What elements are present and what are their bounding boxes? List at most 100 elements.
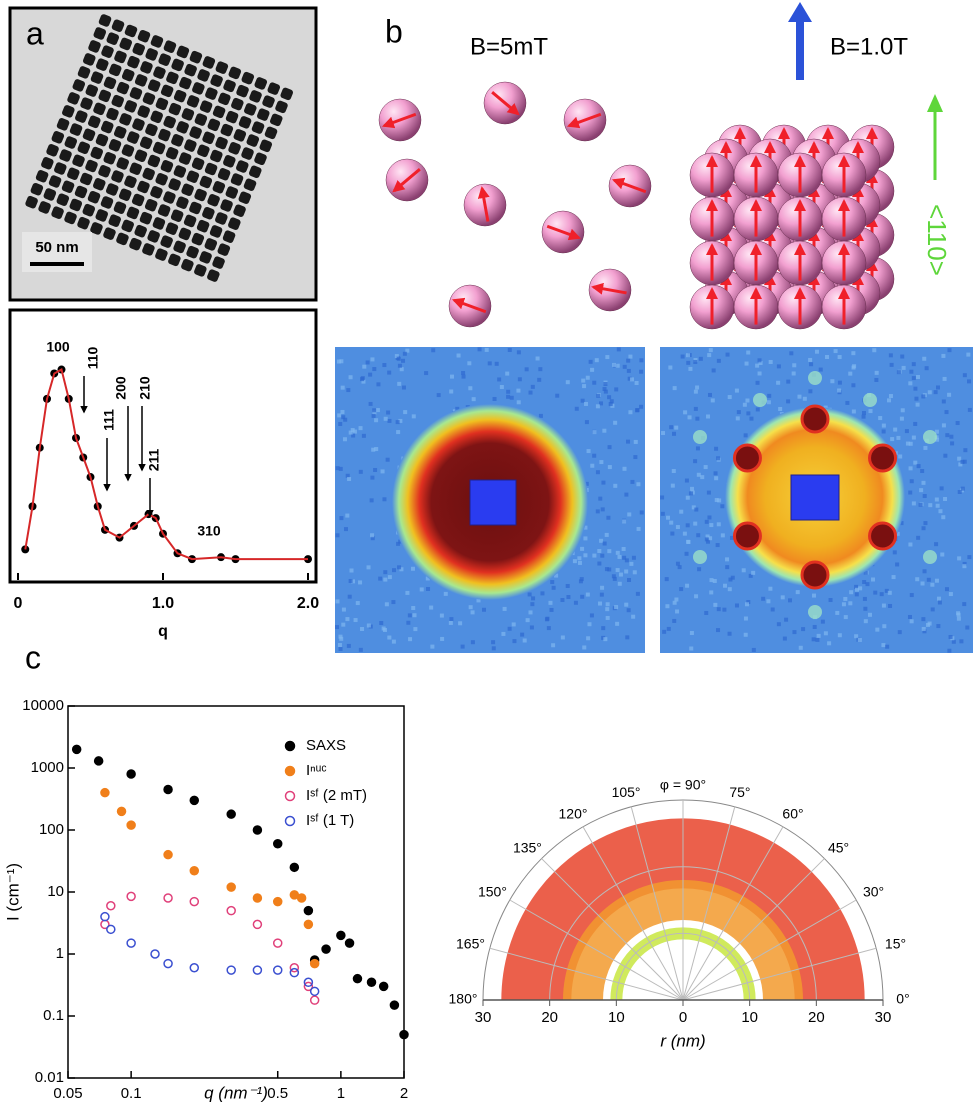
noise-pixel — [624, 602, 629, 607]
noise-pixel — [714, 446, 719, 451]
noise-pixel — [370, 475, 375, 480]
noise-pixel — [801, 627, 806, 632]
noise-pixel — [923, 521, 928, 526]
noise-pixel — [936, 385, 941, 390]
x-axis-label: q (nm⁻¹) — [204, 1083, 268, 1102]
weak-spot — [753, 393, 767, 407]
noise-pixel — [345, 473, 350, 478]
noise-pixel — [374, 447, 379, 452]
noise-pixel — [440, 636, 445, 641]
noise-pixel — [734, 603, 739, 608]
nanocube — [249, 165, 262, 179]
noise-pixel — [617, 581, 622, 586]
nanocube — [116, 232, 129, 246]
nanocube — [77, 66, 91, 79]
noise-pixel — [506, 394, 511, 399]
noise-pixel — [338, 421, 343, 426]
noise-pixel — [808, 389, 813, 394]
noise-pixel — [577, 560, 582, 565]
noise-pixel — [665, 604, 670, 609]
nanocube — [124, 24, 138, 38]
data-point — [106, 901, 116, 911]
data-point — [226, 965, 236, 975]
noise-pixel — [398, 539, 403, 544]
nanocube — [197, 144, 210, 158]
noise-pixel — [481, 607, 486, 612]
noise-pixel — [345, 513, 350, 518]
nanocube — [51, 131, 65, 144]
nanocube — [207, 269, 220, 282]
data-point — [252, 893, 263, 903]
nanocube — [137, 180, 150, 194]
angle-label: 15° — [885, 935, 906, 951]
noise-pixel — [555, 393, 560, 398]
noise-pixel — [583, 525, 588, 530]
tem-image — [25, 14, 294, 282]
noise-pixel — [660, 495, 665, 500]
noise-pixel — [672, 600, 677, 605]
nanocube — [259, 139, 273, 153]
nanocube — [186, 95, 200, 108]
nanocube — [241, 71, 255, 85]
noise-pixel — [361, 379, 366, 384]
noise-pixel — [449, 617, 454, 622]
noise-pixel — [881, 643, 886, 648]
noise-pixel — [615, 621, 620, 626]
noise-pixel — [885, 644, 890, 649]
data-point — [352, 973, 363, 984]
noise-pixel — [624, 558, 629, 563]
data-point — [289, 862, 300, 873]
data-point — [226, 809, 236, 819]
noise-pixel — [530, 384, 535, 389]
noise-pixel — [630, 479, 635, 484]
x-tick-label: 2.0 — [297, 595, 319, 612]
noise-pixel — [340, 385, 345, 390]
noise-pixel — [746, 600, 751, 605]
noise-pixel — [693, 389, 698, 394]
noise-pixel — [697, 567, 702, 572]
peak-label: 200 — [113, 376, 129, 400]
direction-label: <110> — [922, 204, 952, 276]
nanocube — [212, 256, 225, 269]
noise-pixel — [943, 453, 948, 458]
noise-pixel — [383, 577, 388, 582]
noise-pixel — [439, 613, 444, 618]
noise-pixel — [443, 591, 448, 596]
noise-pixel — [802, 396, 807, 401]
nanocube — [132, 42, 145, 56]
nanocube — [131, 193, 145, 207]
noise-pixel — [622, 466, 627, 471]
field-arrow-head — [788, 2, 812, 22]
nanocube — [153, 66, 166, 79]
weak-spot — [693, 430, 707, 444]
noise-pixel — [950, 441, 955, 446]
nanocube — [118, 188, 132, 201]
noise-pixel — [529, 625, 534, 630]
noise-pixel — [368, 372, 373, 377]
nanocube — [223, 79, 236, 93]
noise-pixel — [607, 465, 612, 470]
noise-pixel — [595, 470, 600, 475]
polar-grid-line — [682, 947, 877, 1001]
noise-pixel — [616, 347, 621, 352]
nanocube — [158, 128, 171, 142]
nanocube — [129, 87, 143, 100]
noise-pixel — [350, 428, 355, 433]
noise-pixel — [491, 640, 496, 645]
noise-pixel — [854, 584, 859, 589]
nanocube-array — [25, 14, 294, 282]
nanocube — [80, 97, 93, 110]
noise-pixel — [346, 388, 351, 393]
noise-pixel — [600, 585, 605, 590]
nanocube — [228, 142, 241, 155]
nanocube — [113, 126, 127, 139]
data-point — [189, 866, 200, 876]
noise-pixel — [582, 645, 587, 650]
noise-pixel — [603, 382, 608, 387]
noise-pixel — [862, 580, 867, 585]
data-point — [289, 963, 300, 973]
noise-pixel — [921, 526, 926, 531]
noise-pixel — [672, 431, 677, 436]
noise-pixel — [336, 359, 341, 364]
x-tick-label: 20 — [808, 1009, 825, 1026]
